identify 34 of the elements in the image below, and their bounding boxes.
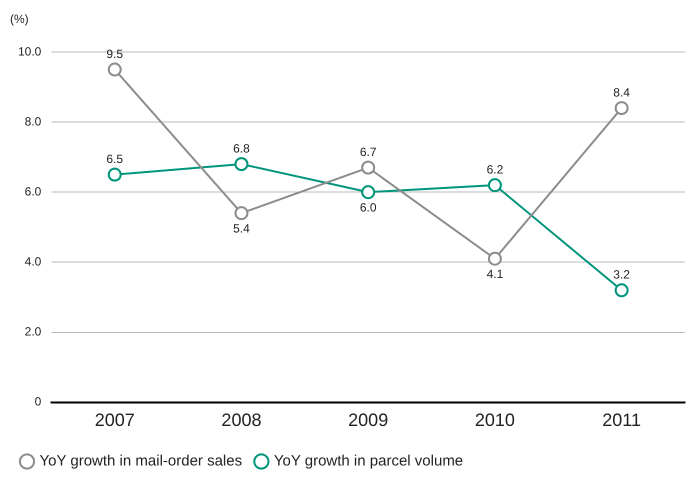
x-tick-label: 2009 — [348, 410, 388, 430]
data-label: 3.2 — [613, 268, 630, 282]
x-tick-label: 2008 — [221, 410, 262, 430]
point — [614, 283, 629, 298]
point — [488, 178, 502, 192]
point — [614, 101, 629, 116]
point — [488, 252, 502, 266]
point — [361, 185, 376, 200]
y-tick-label: 2.0 — [24, 324, 42, 339]
data-label: 6.5 — [106, 152, 124, 166]
data-label: 4.1 — [486, 267, 504, 282]
y-tick-label: 10.0 — [18, 44, 42, 58]
y-tick-label: 4.0 — [24, 254, 42, 269]
x-tick-label: 2007 — [94, 410, 135, 430]
y-tick-label: 8.0 — [24, 114, 42, 128]
data-label: 9.5 — [106, 46, 124, 61]
point — [361, 160, 376, 175]
point — [234, 157, 248, 172]
y-tick-label: 0 — [34, 394, 42, 409]
data-label: 8.4 — [613, 85, 630, 100]
data-label: 6.8 — [233, 141, 250, 156]
data-label: 6.0 — [360, 200, 377, 214]
data-label: 5.4 — [233, 221, 250, 236]
point — [108, 168, 122, 182]
data-label: 6.7 — [360, 144, 377, 159]
x-tick-label: 2011 — [602, 410, 641, 430]
point — [234, 206, 248, 220]
point — [108, 62, 122, 77]
legend-label: YoY growth in mail-order sales — [40, 452, 242, 470]
x-tick-label: 2010 — [474, 410, 515, 430]
y-tick-label: 6.0 — [24, 184, 42, 198]
legend-label: YoY growth in parcel volume — [274, 452, 464, 470]
data-label: 6.2 — [486, 162, 504, 176]
y-axis-title: (%) — [10, 12, 29, 26]
